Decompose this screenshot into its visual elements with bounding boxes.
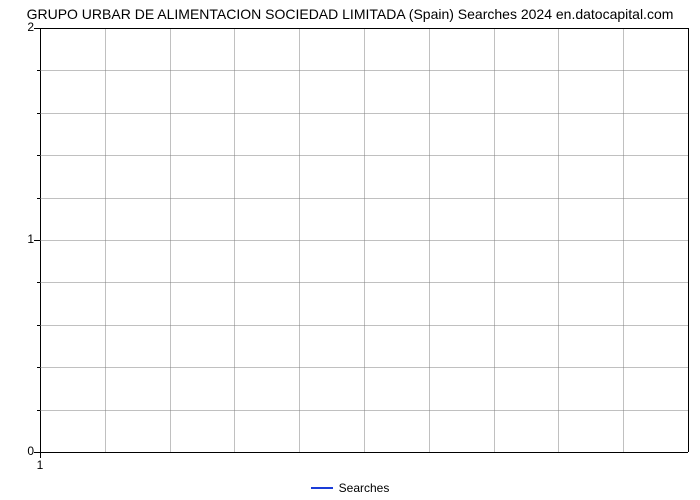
chart-legend: Searches bbox=[0, 480, 700, 495]
chart-plot-area bbox=[40, 28, 688, 452]
y-tick-label: 1 bbox=[10, 232, 34, 246]
chart-title: GRUPO URBAR DE ALIMENTACION SOCIEDAD LIM… bbox=[0, 6, 700, 22]
x-tick-label: 1 bbox=[30, 458, 50, 472]
legend-label: Searches bbox=[339, 481, 390, 495]
y-tick-label: 0 bbox=[10, 444, 34, 458]
y-tick-label: 2 bbox=[10, 20, 34, 34]
legend-line-swatch bbox=[311, 487, 333, 489]
chart-container: { "chart": { "type": "line", "title": "G… bbox=[0, 0, 700, 500]
